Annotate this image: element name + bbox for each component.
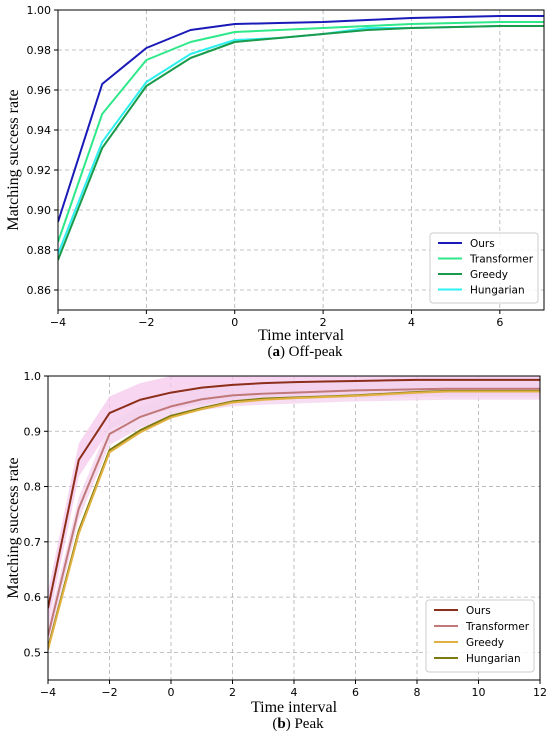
legend-label-hungarian: Hungarian — [470, 285, 525, 297]
y-tick-label: 1.00 — [27, 4, 52, 17]
y-tick-label: 0.90 — [27, 204, 52, 217]
x-tick-label: 2 — [320, 316, 327, 329]
legend-label-transformer: Transformer — [465, 621, 530, 633]
legend-label-ours: Ours — [470, 238, 495, 250]
x-tick-label: 6 — [496, 316, 503, 329]
y-tick-label: 1.0 — [24, 370, 42, 383]
x-tick-label: −4 — [40, 686, 56, 699]
y-tick-label: 0.9 — [24, 425, 42, 438]
caption-text: ) Peak — [286, 716, 324, 732]
x-tick-label: −4 — [50, 316, 66, 329]
x-axis-title: Time interval — [251, 699, 338, 716]
legend: Ours Transformer Greedy Hungarian — [429, 232, 539, 304]
subfigure-caption: (a) Off-peak — [267, 344, 343, 360]
series-line-greedy — [58, 25, 544, 261]
x-tick-label: −2 — [138, 316, 154, 329]
x-axis-title: Time interval — [258, 327, 345, 344]
y-tick-label: 0.86 — [27, 284, 52, 297]
grid — [48, 376, 540, 680]
y-tick-label: 0.7 — [24, 536, 42, 549]
legend-label-ours: Ours — [466, 605, 491, 617]
caption-paren-open: ( — [267, 344, 272, 360]
x-tick-label: 6 — [352, 686, 359, 699]
x-tick-label: 8 — [414, 686, 421, 699]
caption-text: ) Off-peak — [280, 344, 343, 360]
x-tick-label: 2 — [229, 686, 236, 699]
y-tick-label: 0.8 — [24, 481, 42, 494]
y-tick-label: 0.5 — [24, 646, 42, 659]
series-line-ours — [48, 378, 540, 609]
chart-peak: −4 −2 0 2 4 6 8 10 12 0.5 0.6 0.7 0.8 0.9 1.0 Time inte… — [5, 370, 547, 732]
x-tick-label: 10 — [472, 686, 486, 699]
plot-frame — [57, 9, 545, 311]
series-line-transformer — [48, 387, 540, 637]
caption-label: a — [272, 344, 280, 360]
x-tick-label: 0 — [168, 686, 175, 699]
y-axis-title: Matching success rate — [5, 89, 22, 230]
y-tick-label: 0.98 — [27, 44, 52, 57]
series-line-transformer — [58, 21, 544, 243]
x-tick-label: 4 — [291, 686, 298, 699]
y-tick-label: 0.96 — [27, 84, 52, 97]
chart-off-peak: −4 −2 0 2 4 6 0.86 0.88 0.90 0.92 0.94 0.96 0.98 1.00… — [5, 4, 545, 360]
plot-area — [48, 376, 540, 650]
x-tick-label: −2 — [101, 686, 117, 699]
plot-area — [58, 15, 544, 261]
legend-box — [425, 599, 535, 673]
legend-label-greedy: Greedy — [466, 637, 504, 649]
y-tick-label: 0.94 — [27, 124, 52, 137]
y-tick-label: 0.6 — [24, 591, 42, 604]
y-tick-label: 0.92 — [27, 164, 52, 177]
series-line-ours — [58, 15, 544, 223]
caption-paren-open: ( — [272, 716, 277, 732]
legend-label-greedy: Greedy — [470, 269, 508, 281]
y-axis-title: Matching success rate — [5, 457, 22, 598]
legend-label-hungarian: Hungarian — [466, 653, 521, 665]
y-tick-label: 0.88 — [27, 244, 52, 257]
x-tick-label: 0 — [231, 316, 238, 329]
series-line-greedy — [48, 390, 540, 650]
caption-label: b — [277, 716, 285, 732]
x-tick-label: 4 — [408, 316, 415, 329]
x-tick-label: 12 — [533, 686, 547, 699]
legend-label-transformer: Transformer — [469, 254, 534, 266]
grid — [58, 10, 544, 310]
legend-box — [429, 232, 539, 304]
subfigure-caption: (b) Peak — [272, 716, 324, 732]
legend: Ours Transformer Greedy Hungarian — [425, 599, 535, 673]
